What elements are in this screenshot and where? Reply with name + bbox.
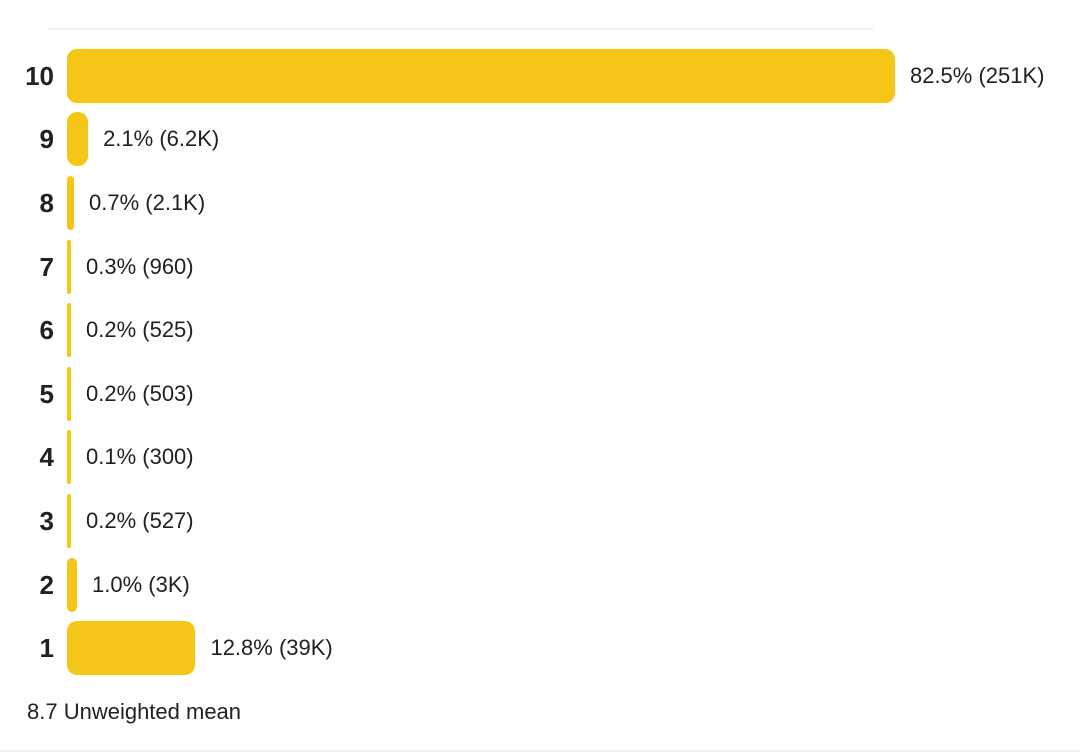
rating-value-label: 82.5% (251K) — [909, 62, 1045, 88]
rating-bar-1[interactable] — [67, 621, 196, 676]
top-divider — [48, 28, 874, 30]
rating-bar-9[interactable] — [67, 112, 89, 167]
rating-value-label: 1.0% (3K) — [92, 571, 190, 597]
rating-value-label: 0.2% (527) — [86, 507, 194, 533]
rating-category-label: 1 — [39, 633, 54, 664]
rating-category-label: 9 — [39, 124, 54, 155]
rating-row-1[interactable]: 1 12.8% (39K) — [0, 616, 1080, 680]
rating-rows: 10 82.5% (251K) 9 2.1% (6.2K) 8 0.7% (2.1K) 7 0… — [0, 44, 1080, 680]
rating-value-label: 0.3% (960) — [86, 253, 194, 279]
rating-bar-5[interactable] — [67, 366, 71, 421]
unweighted-mean-label: 8.7 Unweighted mean — [27, 699, 242, 724]
rating-bar-2[interactable] — [67, 557, 78, 612]
rating-bar-3[interactable] — [67, 493, 71, 548]
rating-category-label: 5 — [39, 378, 54, 409]
rating-category-label: 4 — [39, 442, 54, 473]
rating-category-label: 8 — [39, 187, 54, 218]
rating-category-label: 2 — [39, 569, 54, 600]
rating-value-label: 12.8% (39K) — [210, 635, 333, 661]
rating-row-7[interactable]: 7 0.3% (960) — [0, 235, 1080, 299]
rating-value-label: 2.1% (6.2K) — [103, 126, 220, 152]
rating-value-label: 0.2% (503) — [86, 380, 194, 406]
rating-value-label: 0.2% (525) — [86, 317, 194, 343]
rating-value-label: 0.7% (2.1K) — [89, 189, 206, 215]
rating-bar-10[interactable] — [67, 48, 895, 103]
rating-row-6[interactable]: 6 0.2% (525) — [0, 298, 1080, 362]
rating-bar-7[interactable] — [67, 239, 71, 294]
rating-bar-4[interactable] — [67, 430, 71, 485]
bottom-divider — [0, 750, 1080, 752]
rating-category-label: 10 — [25, 60, 54, 91]
rating-row-5[interactable]: 5 0.2% (503) — [0, 362, 1080, 426]
rating-row-4[interactable]: 4 0.1% (300) — [0, 426, 1080, 490]
rating-row-3[interactable]: 3 0.2% (527) — [0, 489, 1080, 553]
rating-row-10[interactable]: 10 82.5% (251K) — [0, 44, 1080, 108]
rating-row-9[interactable]: 9 2.1% (6.2K) — [0, 108, 1080, 172]
rating-category-label: 3 — [39, 505, 54, 536]
rating-value-label: 0.1% (300) — [86, 444, 194, 470]
rating-category-label: 6 — [39, 315, 54, 346]
rating-bar-6[interactable] — [67, 303, 71, 358]
rating-row-2[interactable]: 2 1.0% (3K) — [0, 553, 1080, 617]
rating-bar-8[interactable] — [67, 175, 75, 230]
rating-row-8[interactable]: 8 0.7% (2.1K) — [0, 171, 1080, 235]
rating-category-label: 7 — [39, 251, 54, 282]
